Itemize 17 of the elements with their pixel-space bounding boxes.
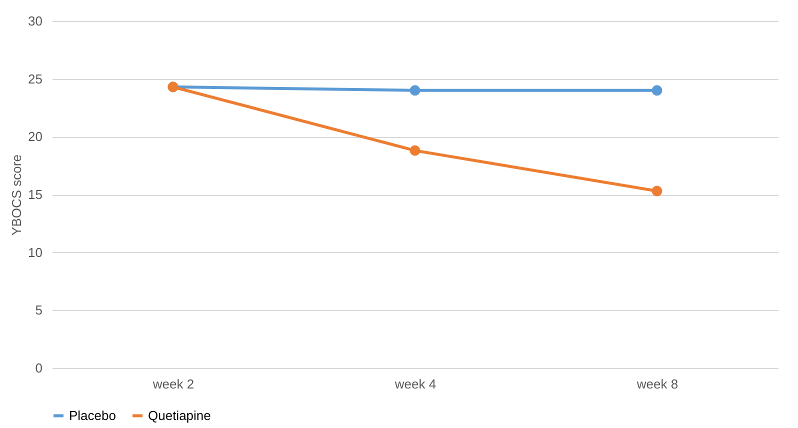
x-tick-label: week 2 [152, 376, 194, 392]
y-tick-label: 25 [28, 71, 42, 86]
point [652, 85, 662, 96]
point [410, 85, 420, 96]
y-tick-label: 15 [28, 187, 42, 202]
legend-label: Quetiapine [148, 408, 211, 423]
y-tick-label: 0 [35, 360, 42, 376]
point [410, 145, 420, 156]
x-tick-label: week 4 [394, 376, 436, 392]
y-tick-label: 20 [28, 129, 42, 144]
x-tick-label: week 8 [636, 376, 678, 392]
y-tick-label: 30 [28, 14, 42, 28]
y-tick-label: 10 [28, 244, 42, 260]
legend-label: Placebo [69, 408, 116, 423]
point [652, 186, 662, 196]
y-tick-label: 5 [35, 302, 42, 318]
y-axis-title: YBOCS score [9, 154, 24, 236]
